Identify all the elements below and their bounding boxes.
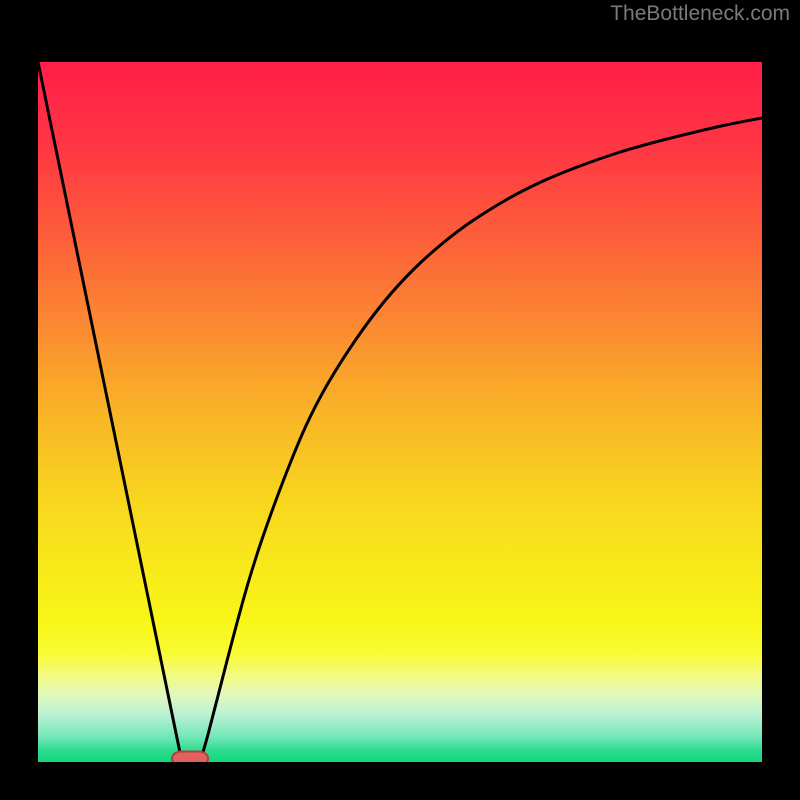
watermark-text: TheBottleneck.com <box>610 2 790 26</box>
plot-svg <box>38 62 762 762</box>
bottom-pill <box>172 752 208 763</box>
frame-left <box>0 24 38 800</box>
left-linear-segment <box>38 62 181 759</box>
frame-bottom <box>0 762 800 800</box>
chart-stage: TheBottleneck.com <box>0 0 800 800</box>
frame-top <box>0 24 800 62</box>
right-rising-curve <box>201 118 762 759</box>
frame-right <box>762 24 800 800</box>
